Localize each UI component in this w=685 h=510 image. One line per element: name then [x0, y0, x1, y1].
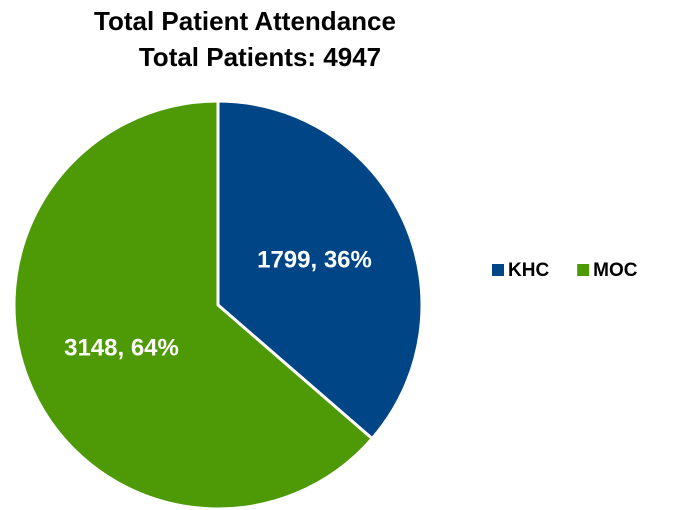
legend-label: MOC — [593, 260, 638, 281]
pie-slice — [12, 99, 375, 510]
legend-swatch — [577, 264, 590, 276]
data-label: 3148, 64% — [64, 334, 179, 361]
data-label: 1799, 36% — [257, 246, 372, 273]
chart-title: Total Patient Attendance — [94, 6, 396, 36]
legend-label: KHC — [508, 260, 549, 281]
legend-swatch — [492, 264, 504, 276]
pie-slice — [216, 99, 424, 441]
chart-subtitle: Total Patients: 4947 — [139, 42, 381, 72]
